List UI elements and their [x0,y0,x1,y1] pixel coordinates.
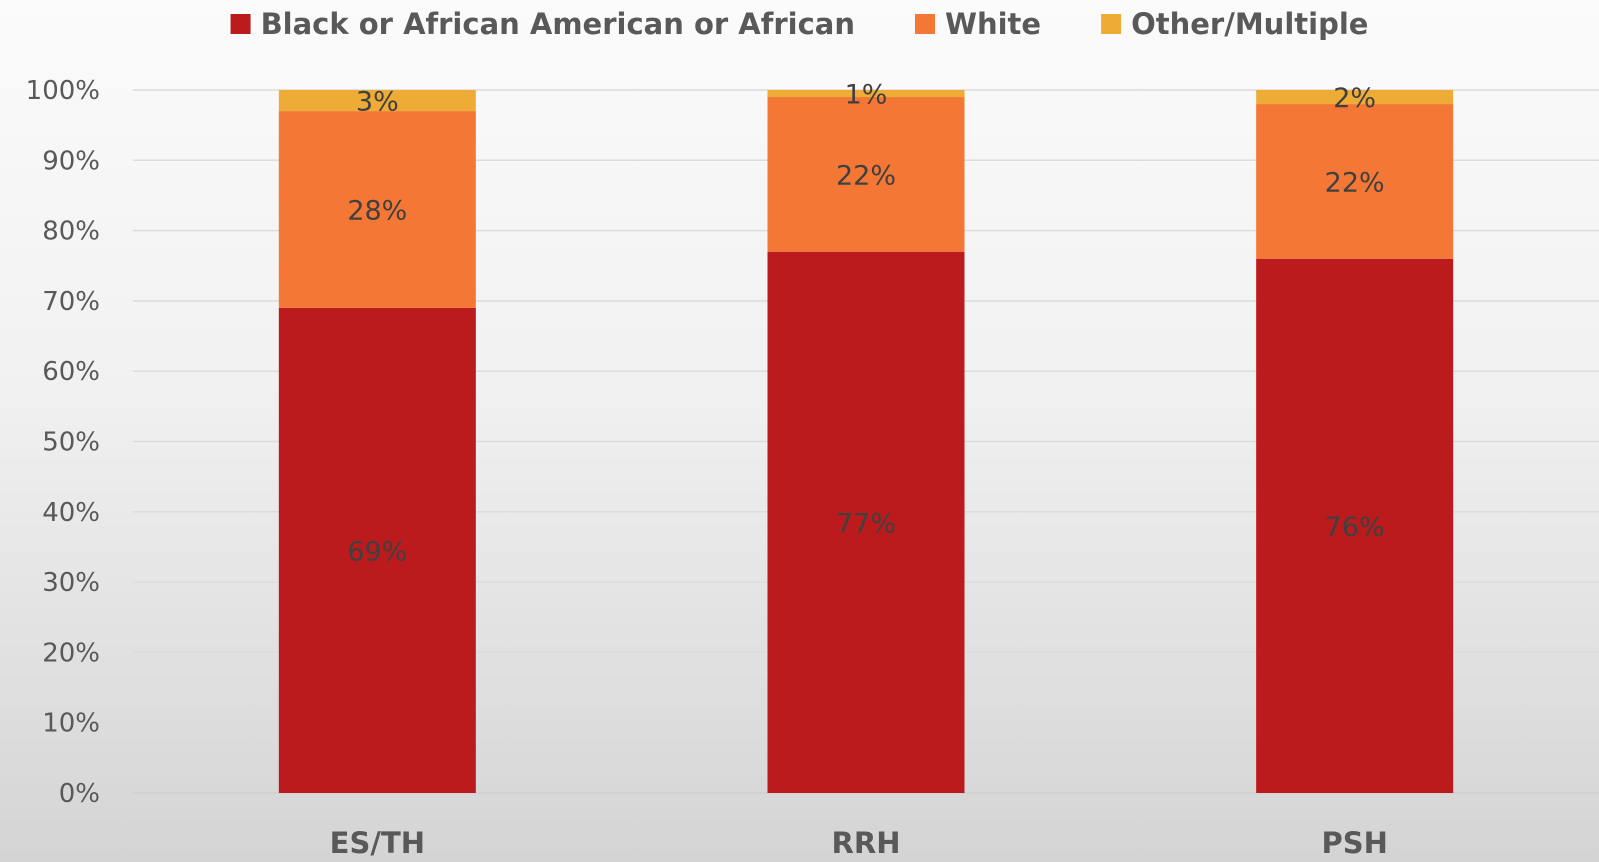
legend-swatch [914,14,935,34]
y-tick-label: 80% [42,217,100,247]
legend-swatch [1101,14,1122,34]
y-tick-label: 60% [42,357,100,387]
y-axis: 0% 10% 20% 30% 40% 50% 60% 70% 80% 90% 100% [26,76,100,809]
data-label: 77% [836,508,896,539]
bar-segment [767,90,965,98]
y-tick-label: 90% [42,146,100,176]
data-label: 76% [1325,512,1385,543]
data-labels: 69% 28% 3% 77% 22% 1% 76% 22% 2% [347,80,1384,568]
y-tick-label: 100% [26,76,100,106]
legend-label: Other/Multiple [1131,7,1368,41]
data-label: 22% [836,160,896,191]
bar-segment [278,90,476,112]
x-axis: ES/TH RRH PSH [330,826,1388,860]
legend-label: Black or African American or African [261,7,855,41]
bar-segment [278,307,476,793]
data-label: 3% [356,87,399,118]
data-label: 22% [1325,167,1385,198]
bars [278,90,1454,794]
data-label: 28% [347,196,407,227]
y-tick-label: 50% [42,428,100,458]
legend-label: White [945,7,1041,41]
y-tick-label: 40% [42,498,100,528]
x-category-label: RRH [832,826,901,860]
x-category-label: ES/TH [330,826,425,860]
legend-item: White [914,7,1041,41]
bar-segment [1256,90,1454,105]
x-category-label: PSH [1321,826,1387,860]
data-label: 69% [347,536,407,567]
data-label: 1% [845,80,888,111]
y-tick-label: 70% [42,287,100,317]
bar-segment [767,251,965,793]
y-tick-label: 10% [42,709,100,739]
data-label: 2% [1333,83,1376,114]
bar-segment [1256,258,1454,794]
y-tick-label: 30% [42,568,100,598]
y-tick-label: 20% [42,638,100,668]
legend: Black or African American or African Whit… [230,7,1368,41]
y-tick-label: 0% [59,779,100,809]
legend-swatch [230,14,251,34]
bar-segment [767,97,965,252]
bar-segment [1256,104,1454,259]
bar-segment [278,111,476,308]
legend-item: Black or African American or African [230,7,855,41]
legend-item: Other/Multiple [1101,7,1368,41]
